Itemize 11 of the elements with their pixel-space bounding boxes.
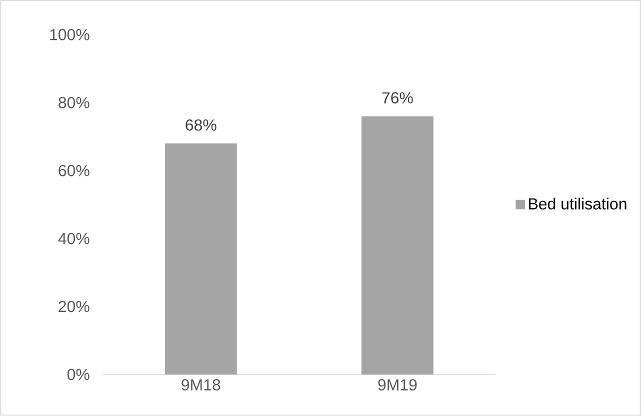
y-tick-label: 80%: [58, 97, 90, 108]
data-label: 68%: [186, 119, 216, 131]
y-tick-label: 100%: [50, 29, 90, 40]
y-tick-label: 20%: [58, 300, 90, 312]
y-tick-label: 40%: [58, 232, 90, 244]
data-label: 76%: [382, 92, 413, 104]
legend-label: Bed utilisation: [529, 198, 626, 210]
x-tick-label: 9M18: [182, 379, 220, 391]
y-tick-label: 0%: [67, 368, 90, 380]
x-tick-label: 9M19: [378, 379, 417, 391]
y-tick-label: 60%: [58, 165, 90, 176]
